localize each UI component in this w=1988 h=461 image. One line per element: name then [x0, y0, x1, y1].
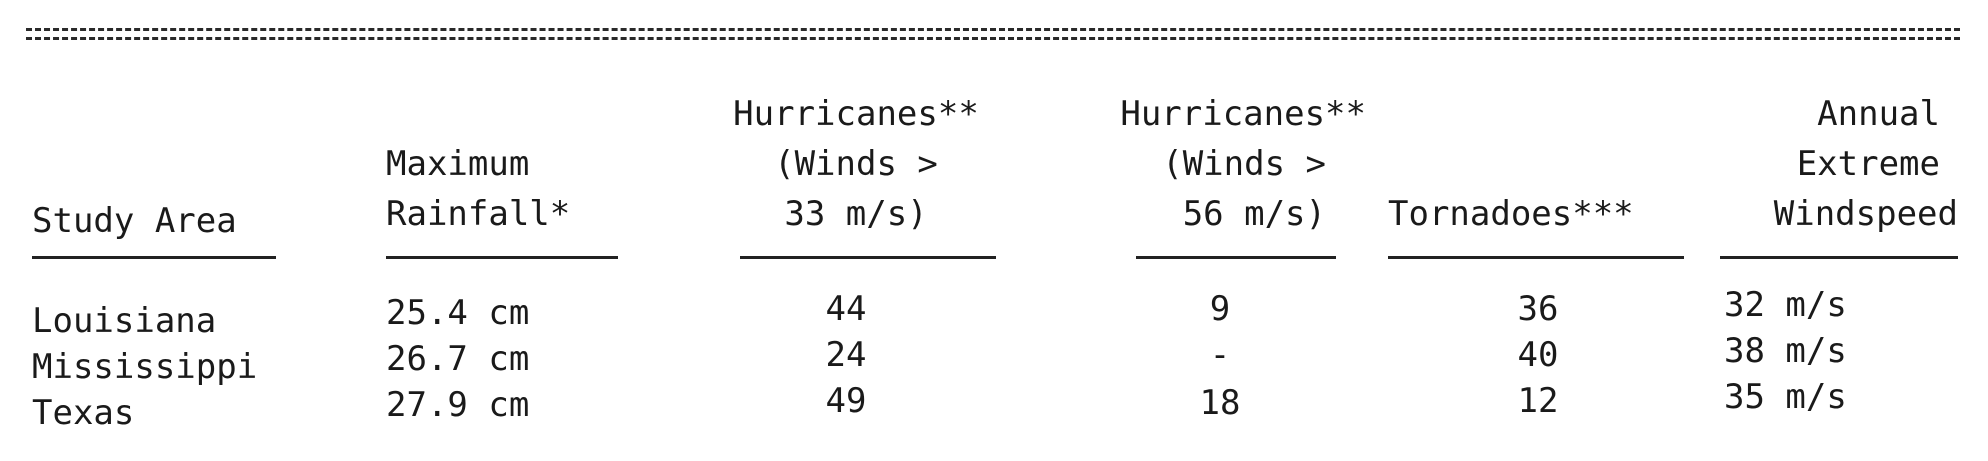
header-extreme-wind-line2: Extreme — [1796, 144, 1940, 184]
header-hurricanes-56-line2: (Winds > — [1162, 144, 1326, 184]
header-extreme-wind-line3: Windspeed — [1773, 194, 1958, 234]
table-row-area: Louisiana — [32, 301, 217, 341]
header-tornadoes: Tornadoes*** — [1388, 194, 1634, 234]
header-underline — [1720, 256, 1958, 259]
header-hurricanes-33-line3: 33 m/s) — [784, 194, 928, 234]
table-row-area: Mississippi — [32, 347, 258, 387]
table-row-hurricanes-56: - — [1209, 335, 1231, 375]
table-row-tornadoes: 12 — [1517, 381, 1559, 421]
table-row-hurricanes-56: 9 — [1209, 289, 1231, 329]
header-extreme-wind-line1: Annual — [1817, 94, 1940, 134]
header-max-rainfall-line2: Rainfall* — [386, 194, 571, 234]
table-row-hurricanes-33: 49 — [825, 381, 867, 421]
header-underline — [32, 256, 276, 259]
header-underline — [386, 256, 618, 259]
table-row-windspeed: 38 m/s — [1724, 331, 1847, 371]
table-row-area: Texas — [32, 393, 135, 433]
table-row-hurricanes-56: 18 — [1199, 383, 1241, 423]
table-row-hurricanes-33: 24 — [825, 335, 867, 375]
header-underline — [1388, 256, 1684, 259]
table-row-windspeed: 32 m/s — [1724, 285, 1847, 325]
top-double-rule — [26, 28, 1960, 44]
header-hurricanes-56-line3: 56 m/s) — [1182, 194, 1326, 234]
header-hurricanes-33-line1: Hurricanes** — [733, 94, 979, 134]
table-row-tornadoes: 36 — [1517, 289, 1559, 329]
header-underline — [1136, 256, 1336, 259]
table-row-rainfall: 25.4 cm — [386, 293, 530, 333]
header-underline — [740, 256, 996, 259]
table-row-windspeed: 35 m/s — [1724, 377, 1847, 417]
table-row-rainfall: 26.7 cm — [386, 339, 530, 379]
rule-line — [26, 37, 1960, 40]
rule-line — [26, 28, 1960, 31]
table-row-rainfall: 27.9 cm — [386, 385, 530, 425]
table-row-tornadoes: 40 — [1517, 335, 1559, 375]
header-study-area: Study Area — [32, 201, 237, 241]
header-max-rainfall-line1: Maximum — [386, 144, 530, 184]
table-row-hurricanes-33: 44 — [825, 289, 867, 329]
header-hurricanes-33-line2: (Winds > — [774, 144, 938, 184]
header-hurricanes-56-line1: Hurricanes** — [1120, 94, 1366, 134]
